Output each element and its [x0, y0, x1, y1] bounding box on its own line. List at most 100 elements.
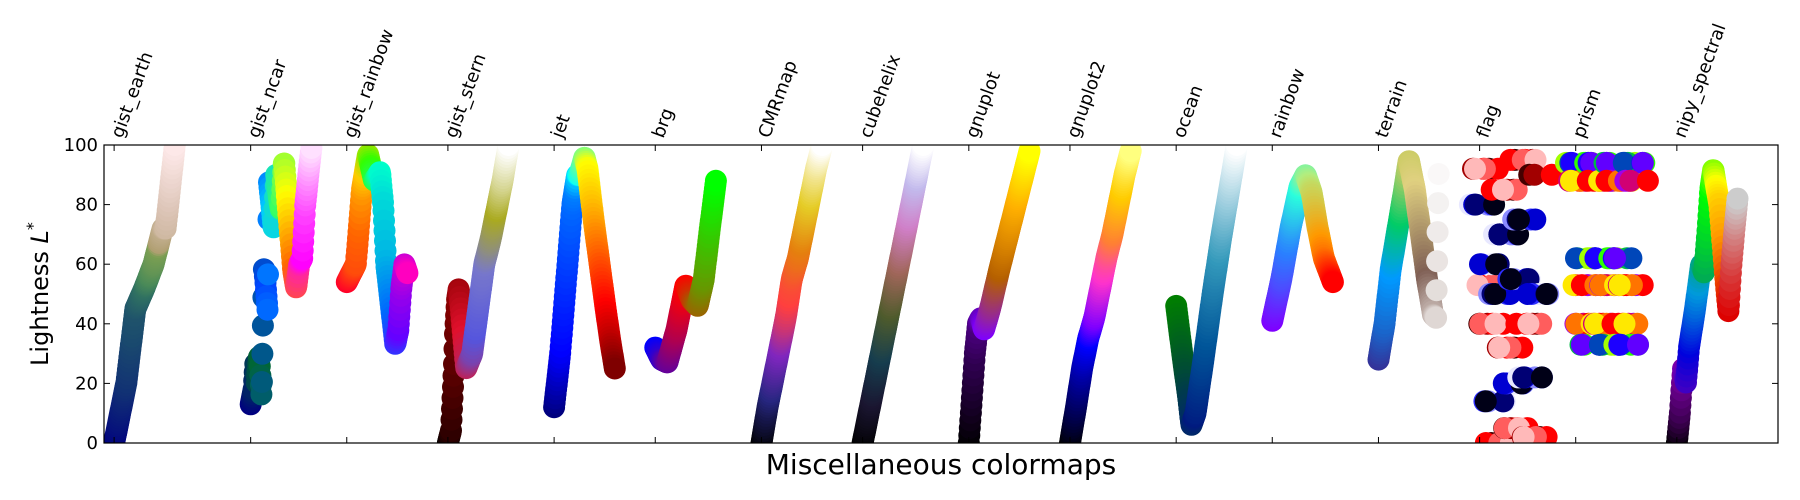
colormap-point: [1584, 312, 1607, 335]
colormap-point: [1499, 268, 1522, 291]
colormap-label: jet: [547, 112, 575, 142]
y-axis-title-text: Lightness: [26, 243, 54, 366]
colormap-point: [1570, 333, 1593, 356]
series-ocean: [1165, 145, 1248, 436]
colormap-point: [1488, 336, 1511, 359]
colormap-point: [1620, 247, 1643, 270]
colormap-point: [1484, 283, 1507, 305]
colormap-point: [1426, 250, 1449, 273]
colormap-point: [1225, 145, 1248, 156]
colormap-point: [1636, 169, 1659, 192]
colormap-point: [163, 145, 186, 156]
colormap-point: [1516, 283, 1539, 305]
colormap-point: [1535, 283, 1558, 305]
series-gist_rainbow: [335, 145, 419, 355]
y-axis: 0 20 40 60 80 100: [64, 135, 1778, 454]
colormap-point: [1018, 145, 1041, 162]
colormap-point: [1608, 274, 1631, 297]
colormap-point: [1612, 151, 1635, 174]
colormap-point: [1608, 333, 1631, 356]
colormap-label: CMRmap: [754, 58, 801, 141]
x-bottom-ticks: [113, 437, 1678, 443]
colormap-label: gist_earth: [107, 49, 157, 141]
colormap-label: nipy_spectral: [1670, 21, 1731, 141]
colormap-point: [1484, 312, 1507, 335]
y-axis-title-symbol: L: [26, 230, 54, 243]
colormap-label: gist_rainbow: [340, 27, 399, 141]
colormap-point: [603, 357, 626, 380]
colormap-point: [1492, 390, 1515, 413]
colormap-label: terrain: [1371, 77, 1411, 141]
x-axis-title: Miscellaneous colormaps: [766, 448, 1116, 481]
colormap-point: [1119, 145, 1142, 162]
colormap-point: [1507, 208, 1530, 231]
y-tick-label: 20: [75, 373, 98, 394]
colormap-label: prism: [1569, 86, 1606, 141]
colormap-point: [497, 145, 520, 156]
x-top-ticks: [113, 145, 1678, 151]
series-gist_earth: [104, 145, 186, 443]
colormap-point: [257, 263, 279, 286]
series-gist_stern: [436, 145, 520, 443]
colormap-point: [704, 169, 727, 192]
colormap-point: [1488, 223, 1511, 246]
series-nipy_spectral: [1665, 159, 1749, 443]
colormap-label: rainbow: [1265, 66, 1309, 141]
colormap-label: flag: [1473, 102, 1504, 141]
series-terrain: [1367, 145, 1451, 371]
colormap-point: [1464, 157, 1486, 180]
y-tick-label: 60: [75, 254, 98, 275]
colormap-label: gnuplot2: [1063, 58, 1110, 141]
y-axis-title-superscript: *: [23, 222, 42, 230]
series-rainbow: [1261, 164, 1344, 332]
colormap-point: [1613, 312, 1636, 335]
y-tick-label: 40: [75, 314, 98, 335]
colormap-label: gist_ncar: [244, 56, 292, 140]
colormap-point: [1428, 145, 1451, 156]
colormap-point: [1523, 163, 1546, 186]
y-tick-label: 80: [75, 195, 98, 216]
colormap-label: gist_stern: [441, 51, 491, 141]
y-tick-label: 100: [64, 135, 98, 156]
colormap-point: [1530, 366, 1553, 389]
colormap-label: cubehelix: [856, 52, 906, 141]
colormap-point: [1627, 333, 1649, 356]
colormap-point: [1485, 253, 1508, 276]
series-CMRmap: [750, 145, 834, 443]
series-brg: [644, 169, 727, 374]
colormap-label: ocean: [1169, 82, 1207, 140]
colormap-point: [1726, 187, 1749, 210]
colormap-point: [1425, 279, 1448, 302]
colormap-point: [1604, 247, 1626, 270]
colormap-labels: gist_earth gist_ncar gist_rainbow gist_ster…: [107, 21, 1730, 142]
series-flag: [1458, 148, 1563, 443]
colormap-point: [1321, 271, 1344, 294]
colormap-point: [1512, 426, 1535, 443]
y-tick-label: 0: [87, 433, 98, 454]
colormap-point: [1469, 253, 1491, 276]
series-cubehelix: [851, 145, 935, 443]
colormap-point: [1427, 163, 1450, 185]
colormap-point: [1517, 312, 1540, 335]
colormap-point: [1565, 312, 1588, 335]
plot-area: [104, 145, 1749, 443]
y-axis-title: Lightness L*: [23, 222, 54, 366]
colormap-point: [1427, 192, 1450, 215]
colormap-point: [1426, 221, 1449, 244]
colormap-point: [1425, 306, 1448, 329]
colormap-point: [1619, 169, 1642, 192]
colormap-point: [396, 262, 419, 285]
colormap-point: [250, 371, 273, 393]
colormap-point: [1474, 390, 1497, 413]
colormap-point: [1524, 208, 1547, 231]
colormap-point: [251, 342, 274, 365]
colormap-point: [1464, 193, 1487, 216]
series-gnuplot2: [1059, 145, 1142, 443]
plot-frame: [103, 144, 1779, 444]
colormap-point: [1512, 366, 1535, 389]
colormap-point: [1631, 151, 1654, 174]
colormap-point: [1595, 151, 1618, 174]
colormap-point: [256, 298, 279, 321]
series-gist_ncar: [239, 145, 323, 416]
